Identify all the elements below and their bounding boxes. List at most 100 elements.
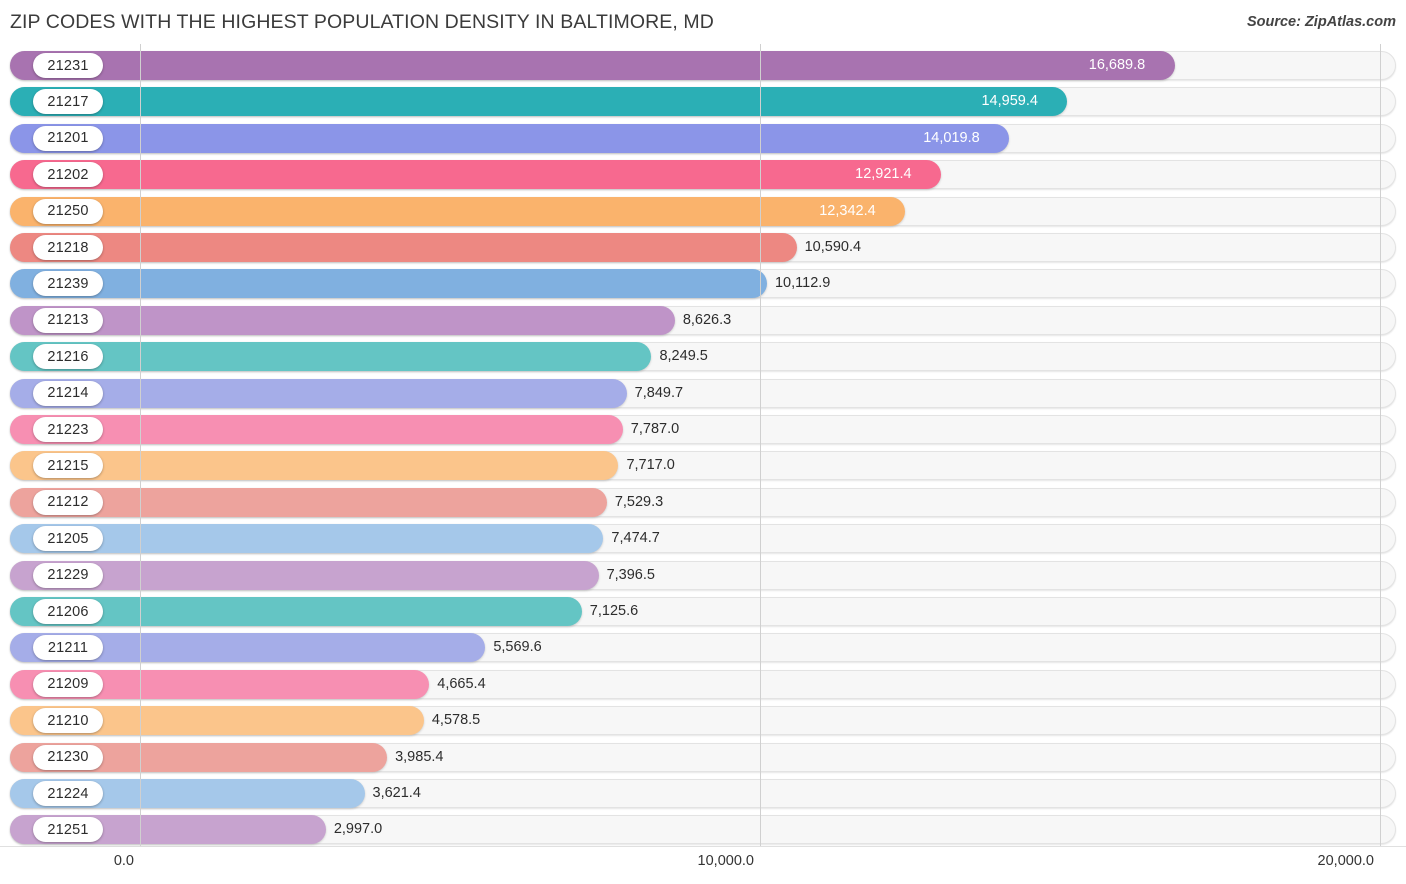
zip-code-label-pill[interactable]: 21202 (33, 162, 103, 188)
zip-code-label: 21213 (47, 312, 89, 329)
bar[interactable] (10, 87, 1068, 117)
bar-value-label: 14,959.4 (981, 93, 1038, 110)
bar[interactable] (10, 196, 906, 226)
bar[interactable] (10, 597, 582, 626)
table-row[interactable]: 21211 5,569.6 (10, 633, 1396, 663)
zip-code-label: 21205 (47, 530, 89, 547)
zip-code-label-pill[interactable]: 21205 (33, 526, 103, 552)
zip-code-label: 21217 (47, 93, 89, 110)
bar[interactable] (10, 415, 623, 444)
bar[interactable] (10, 560, 599, 590)
zip-code-label-pill[interactable]: 21211 (33, 635, 103, 661)
axis-tick-label: 0.0 (113, 853, 134, 869)
zip-code-label: 21211 (47, 639, 89, 656)
bar-value-label: 7,396.5 (606, 566, 655, 583)
table-row[interactable]: 21251 2,997.0 (10, 815, 1396, 845)
zip-code-label-pill[interactable]: 21213 (33, 307, 103, 333)
bar[interactable] (10, 342, 652, 372)
zip-code-label-pill[interactable]: 21218 (33, 235, 103, 260)
zip-code-label-pill[interactable]: 21250 (33, 198, 103, 224)
source-attribution: Source: ZipAtlas.com (1246, 14, 1396, 30)
zip-code-label: 21209 (47, 676, 89, 693)
bar[interactable] (10, 233, 797, 262)
zip-code-label: 21202 (47, 166, 89, 183)
bar[interactable] (10, 451, 619, 481)
bar-value-label: 10,590.4 (804, 239, 862, 255)
table-row[interactable]: 21206 7,125.6 (10, 597, 1396, 626)
table-row[interactable]: 21210 4,578.5 (10, 706, 1396, 736)
table-row[interactable]: 21218 10,590.4 (10, 233, 1396, 262)
zip-code-label-pill[interactable]: 21229 (33, 562, 103, 588)
bar[interactable] (10, 487, 607, 517)
zip-code-label: 21201 (47, 130, 89, 147)
chart-header: ZIP CODES WITH THE HIGHEST POPULATION DE… (0, 0, 1406, 44)
x-axis: 0.0 10,000.0 20,000.0 (0, 846, 1406, 884)
zip-code-label: 21251 (47, 821, 89, 838)
zip-code-label: 21229 (47, 567, 89, 584)
bar-value-label: 7,849.7 (634, 384, 684, 401)
bar[interactable] (10, 123, 1010, 153)
table-row[interactable]: 21205 7,474.7 (10, 524, 1396, 554)
bar-value-label: 16,689.8 (1088, 57, 1146, 73)
axis-separator (0, 846, 1406, 847)
table-row[interactable]: 21214 7,849.7 (10, 378, 1396, 408)
table-row[interactable]: 21223 7,787.0 (10, 415, 1396, 444)
bar-value-label: 4,665.4 (437, 675, 486, 692)
bar-value-label: 12,921.4 (855, 166, 912, 183)
zip-code-label: 21210 (47, 712, 89, 729)
bar-value-label: 12,342.4 (819, 202, 876, 219)
bar[interactable] (10, 524, 604, 554)
bar-value-label: 7,717.0 (626, 457, 675, 474)
zip-code-label: 21214 (47, 385, 89, 402)
bar-value-label: 7,125.6 (589, 603, 639, 619)
zip-code-label-pill[interactable]: 21231 (33, 53, 103, 78)
bar[interactable] (10, 51, 1175, 80)
bar-value-label: 7,474.7 (611, 530, 660, 547)
zip-code-label-pill[interactable]: 21215 (33, 453, 103, 479)
zip-code-label: 21230 (47, 749, 89, 766)
bar[interactable] (10, 160, 942, 190)
zip-code-label-pill[interactable]: 21210 (33, 708, 103, 734)
table-row[interactable]: 21213 8,626.3 (10, 305, 1396, 335)
zip-code-label: 21218 (47, 239, 89, 256)
zip-code-label-pill[interactable]: 21230 (33, 744, 103, 770)
zip-code-label-pill[interactable]: 21201 (33, 125, 103, 151)
table-row[interactable]: 21217 14,959.4 (10, 87, 1396, 117)
zip-code-label-pill[interactable]: 21251 (33, 817, 103, 843)
bar-rows-container: 21231 16,689.8 21217 14,959.4 21201 14,019.8 2… (0, 44, 1406, 846)
bar-value-label: 5,569.6 (493, 639, 542, 656)
bar[interactable] (10, 305, 675, 335)
zip-code-label-pill[interactable]: 21214 (33, 380, 103, 406)
table-row[interactable]: 21201 14,019.8 (10, 123, 1396, 153)
zip-code-label-pill[interactable]: 21223 (33, 417, 103, 442)
zip-code-label-pill[interactable]: 21212 (33, 489, 103, 515)
table-row[interactable]: 21239 10,112.9 (10, 269, 1396, 299)
bar-value-label: 7,787.0 (630, 421, 680, 437)
table-row[interactable]: 21229 7,396.5 (10, 560, 1396, 590)
table-row[interactable]: 21230 3,985.4 (10, 742, 1396, 772)
table-row[interactable]: 21209 4,665.4 (10, 669, 1396, 699)
bar-value-label: 4,578.5 (431, 712, 481, 729)
zip-code-label-pill[interactable]: 21216 (33, 344, 103, 370)
bar-value-label: 10,112.9 (774, 275, 831, 292)
zip-code-label: 21216 (47, 348, 89, 365)
axis-tick-label: 20,000.0 (1317, 853, 1374, 869)
zip-code-label: 21239 (47, 275, 89, 292)
zip-code-label-pill[interactable]: 21206 (33, 599, 103, 624)
table-row[interactable]: 21216 8,249.5 (10, 342, 1396, 372)
zip-code-label: 21212 (47, 494, 89, 511)
table-row[interactable]: 21212 7,529.3 (10, 487, 1396, 517)
zip-code-label-pill[interactable]: 21217 (33, 89, 103, 115)
table-row[interactable]: 21224 3,621.4 (10, 779, 1396, 808)
zip-code-label-pill[interactable]: 21209 (33, 671, 103, 697)
bar[interactable] (10, 378, 627, 408)
table-row[interactable]: 21231 16,689.8 (10, 51, 1396, 80)
table-row[interactable]: 21202 12,921.4 (10, 160, 1396, 190)
zip-code-label-pill[interactable]: 21239 (33, 271, 103, 297)
bar[interactable] (10, 269, 767, 299)
zip-code-label: 21215 (47, 457, 89, 474)
table-row[interactable]: 21250 12,342.4 (10, 196, 1396, 226)
zip-code-label-pill[interactable]: 21224 (33, 781, 103, 806)
bar-value-label: 8,626.3 (682, 311, 732, 328)
table-row[interactable]: 21215 7,717.0 (10, 451, 1396, 481)
